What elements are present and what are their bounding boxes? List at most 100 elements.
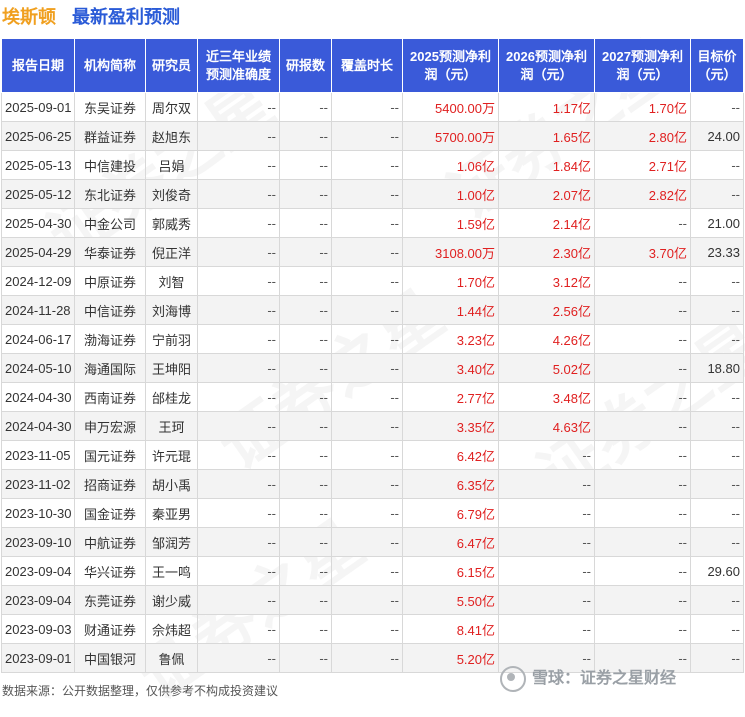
cell-profit-2026: -- (498, 440, 595, 470)
col-header-profit-2025[interactable]: 2025预测净利润（元） (402, 38, 499, 93)
cell-researcher: 刘智 (145, 266, 198, 296)
table-row: 2025-09-01 东吴证券 周尔双 -- -- -- 5400.00万 1.17亿 1.70… (1, 92, 744, 122)
cell-profit-2025: 1.59亿 (402, 208, 499, 238)
col-header-reports[interactable]: 研报数 (279, 38, 332, 93)
cell-coverage: -- (331, 237, 403, 267)
cell-profit-2027: 1.70亿 (594, 92, 691, 122)
cell-report-date: 2023-11-05 (1, 440, 75, 470)
cell-profit-2027: -- (594, 469, 691, 499)
cell-report-date: 2024-12-09 (1, 266, 75, 296)
cell-report-date: 2024-04-30 (1, 382, 75, 412)
cell-researcher: 谢少威 (145, 585, 198, 615)
table-row: 2025-05-13 中信建投 吕娟 -- -- -- 1.06亿 1.84亿 2.71亿 -- (1, 150, 744, 180)
cell-accuracy: -- (197, 266, 280, 296)
cell-accuracy: -- (197, 237, 280, 267)
cell-coverage: -- (331, 353, 403, 383)
table-row: 2023-09-01 中国银河 鲁佩 -- -- -- 5.20亿 -- -- -- (1, 643, 744, 673)
cell-profit-2027: 2.80亿 (594, 121, 691, 151)
cell-org-name: 海通国际 (74, 353, 146, 383)
cell-profit-2025: 3.40亿 (402, 353, 499, 383)
cell-profit-2025: 1.70亿 (402, 266, 499, 296)
cell-profit-2027: -- (594, 411, 691, 441)
cell-profit-2025: 1.44亿 (402, 295, 499, 325)
cell-profit-2027: -- (594, 440, 691, 470)
cell-profit-2025: 8.41亿 (402, 614, 499, 644)
cell-org-name: 东莞证券 (74, 585, 146, 615)
brand-watermark: 雪球：证券之星财经 (500, 664, 676, 692)
cell-report-date: 2023-09-03 (1, 614, 75, 644)
cell-report-date: 2025-05-13 (1, 150, 75, 180)
cell-researcher: 邰桂龙 (145, 382, 198, 412)
cell-org-name: 渤海证券 (74, 324, 146, 354)
cell-org-name: 中信建投 (74, 150, 146, 180)
cell-researcher: 刘海博 (145, 295, 198, 325)
cell-profit-2026: -- (498, 556, 595, 586)
cell-report-date: 2024-04-30 (1, 411, 75, 441)
cell-target-price: 24.00 (690, 121, 744, 151)
table-row: 2023-11-05 国元证券 许元琨 -- -- -- 6.42亿 -- -- -- (1, 440, 744, 470)
table-row: 2023-09-10 中航证券 邹润芳 -- -- -- 6.47亿 -- -- -- (1, 527, 744, 557)
table-row: 2023-09-04 华兴证券 王一鸣 -- -- -- 6.15亿 -- -- 29.60 (1, 556, 744, 586)
cell-profit-2027: -- (594, 208, 691, 238)
cell-coverage: -- (331, 382, 403, 412)
cell-target-price: -- (690, 527, 744, 557)
cell-report-count: -- (279, 382, 332, 412)
cell-accuracy: -- (197, 498, 280, 528)
cell-target-price: -- (690, 614, 744, 644)
cell-report-date: 2025-04-30 (1, 208, 75, 238)
table-row: 2025-04-30 中金公司 郭威秀 -- -- -- 1.59亿 2.14亿 -- 21.00 (1, 208, 744, 238)
cell-report-count: -- (279, 411, 332, 441)
cell-researcher: 王珂 (145, 411, 198, 441)
cell-profit-2025: 1.00亿 (402, 179, 499, 209)
cell-target-price: -- (690, 150, 744, 180)
title-bar: 埃斯顿 最新盈利预测 (0, 0, 745, 30)
cell-accuracy: -- (197, 179, 280, 209)
cell-org-name: 中航证券 (74, 527, 146, 557)
cell-profit-2026: 2.07亿 (498, 179, 595, 209)
table-row: 2024-11-28 中信证券 刘海博 -- -- -- 1.44亿 2.56亿 -- -- (1, 295, 744, 325)
cell-report-date: 2024-11-28 (1, 295, 75, 325)
cell-report-count: -- (279, 440, 332, 470)
cell-profit-2026: 2.14亿 (498, 208, 595, 238)
cell-report-date: 2024-06-17 (1, 324, 75, 354)
table-row: 2025-05-12 东北证券 刘俊奇 -- -- -- 1.00亿 2.07亿 2.82亿 -- (1, 179, 744, 209)
table-header-row: 报告日期 机构简称 研究员 近三年业绩预测准确度 研报数 覆盖时长 2025预测… (1, 38, 744, 93)
cell-profit-2026: 3.48亿 (498, 382, 595, 412)
cell-coverage: -- (331, 411, 403, 441)
cell-profit-2025: 5700.00万 (402, 121, 499, 151)
snowball-logo-icon (500, 665, 526, 692)
company-name: 埃斯顿 (2, 7, 56, 27)
cell-profit-2026: 4.63亿 (498, 411, 595, 441)
cell-org-name: 招商证券 (74, 469, 146, 499)
cell-profit-2025: 3108.00万 (402, 237, 499, 267)
cell-researcher: 鲁佩 (145, 643, 198, 673)
cell-report-date: 2025-09-01 (1, 92, 75, 122)
cell-profit-2025: 6.42亿 (402, 440, 499, 470)
col-header-researcher[interactable]: 研究员 (145, 38, 198, 93)
table-row: 2025-06-25 群益证券 赵旭东 -- -- -- 5700.00万 1.65亿 2.80… (1, 121, 744, 151)
cell-org-name: 东北证券 (74, 179, 146, 209)
cell-profit-2025: 5.20亿 (402, 643, 499, 673)
col-header-coverage[interactable]: 覆盖时长 (331, 38, 403, 93)
cell-accuracy: -- (197, 440, 280, 470)
cell-report-count: -- (279, 614, 332, 644)
cell-org-name: 国元证券 (74, 440, 146, 470)
col-header-target-price[interactable]: 目标价（元） (690, 38, 744, 93)
cell-target-price: 21.00 (690, 208, 744, 238)
col-header-accuracy[interactable]: 近三年业绩预测准确度 (197, 38, 280, 93)
col-header-date[interactable]: 报告日期 (1, 38, 75, 93)
table-body: 2025-09-01 东吴证券 周尔双 -- -- -- 5400.00万 1.17亿 1.70… (1, 92, 744, 673)
cell-researcher: 吕娟 (145, 150, 198, 180)
cell-accuracy: -- (197, 150, 280, 180)
cell-profit-2027: -- (594, 556, 691, 586)
col-header-profit-2026[interactable]: 2026预测净利润（元） (498, 38, 595, 93)
cell-target-price: -- (690, 92, 744, 122)
cell-target-price: 18.80 (690, 353, 744, 383)
cell-target-price: 23.33 (690, 237, 744, 267)
cell-profit-2027: -- (594, 585, 691, 615)
cell-profit-2026: -- (498, 585, 595, 615)
cell-report-date: 2023-09-04 (1, 556, 75, 586)
table-row: 2024-04-30 西南证券 邰桂龙 -- -- -- 2.77亿 3.48亿 -- -- (1, 382, 744, 412)
col-header-org[interactable]: 机构简称 (74, 38, 146, 93)
col-header-profit-2027[interactable]: 2027预测净利润（元） (594, 38, 691, 93)
